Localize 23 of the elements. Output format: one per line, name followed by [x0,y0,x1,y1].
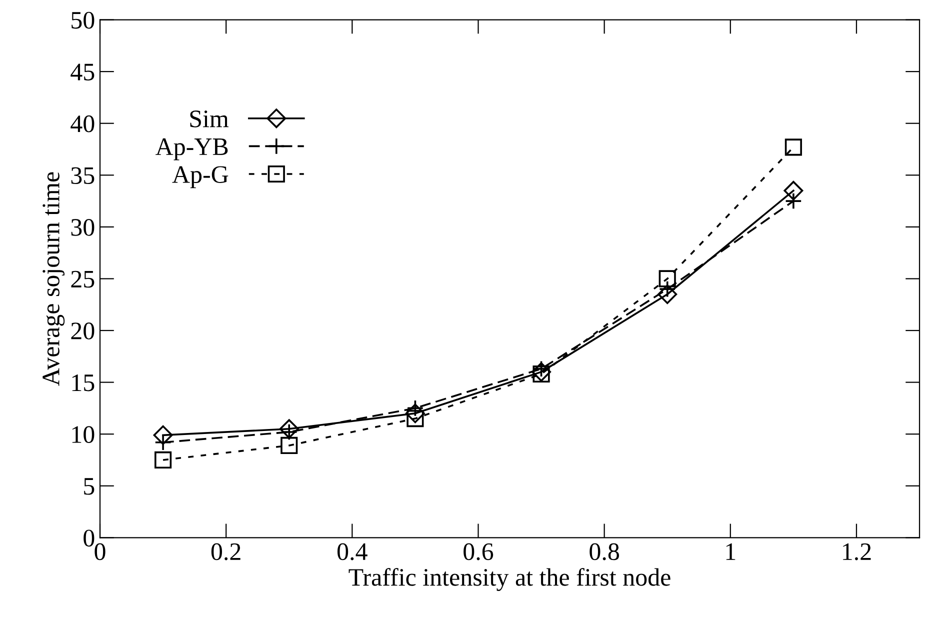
y-axis-title: Average sojourn time [42,172,65,386]
x-tick-label: 0.4 [337,543,368,560]
y-tick-label: 25 [71,270,94,288]
y-tick-label: 10 [72,426,94,444]
y-tick-label: 30 [71,218,94,236]
x-tick-label: 1 [726,543,736,560]
x-tick-label: 1.2 [843,543,871,560]
y-tick-label: 45 [70,64,94,80]
x-tick-label: 0.6 [464,543,494,560]
y-tick-label: 5 [84,478,94,495]
y-tick-label: 0 [84,530,94,547]
x-axis-title: Traffic intensity at the first node [348,568,670,591]
legend-label: Ap-YB [156,138,228,160]
legend-label: Sim [190,110,229,128]
y-tick-label: 50 [72,12,94,29]
x-tick-label: 0.2 [211,543,240,560]
y-tick-label: 20 [71,322,94,340]
y-tick-label: 40 [70,115,94,132]
legend-label: Ap-G [172,166,228,188]
y-tick-label: 35 [71,167,94,184]
x-tick-label: 0 [94,543,106,560]
x-tick-label: 0.8 [590,543,619,560]
y-tick-label: 15 [72,374,94,392]
